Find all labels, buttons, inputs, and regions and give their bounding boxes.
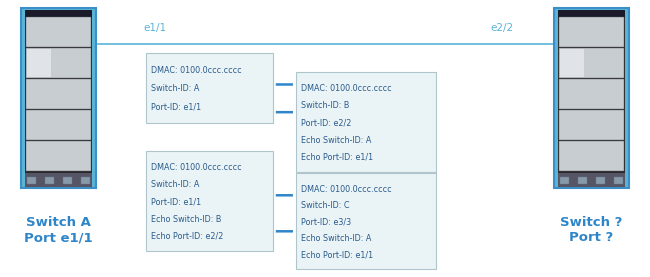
FancyBboxPatch shape <box>26 17 91 47</box>
Text: Switch A
Port e1/1: Switch A Port e1/1 <box>24 216 93 244</box>
Text: Echo Switch-ID: A: Echo Switch-ID: A <box>301 234 371 243</box>
FancyBboxPatch shape <box>26 142 91 171</box>
FancyBboxPatch shape <box>559 17 624 47</box>
Text: DMAC: 0100.0ccc.cccc: DMAC: 0100.0ccc.cccc <box>151 66 242 75</box>
FancyBboxPatch shape <box>559 110 624 140</box>
FancyBboxPatch shape <box>45 177 54 184</box>
FancyBboxPatch shape <box>296 72 436 172</box>
Text: DMAC: 0100.0ccc.cccc: DMAC: 0100.0ccc.cccc <box>301 84 391 93</box>
FancyBboxPatch shape <box>559 48 624 78</box>
Text: Port-ID: e1/1: Port-ID: e1/1 <box>151 103 202 112</box>
FancyBboxPatch shape <box>560 49 584 77</box>
Text: Echo Switch-ID: A: Echo Switch-ID: A <box>301 136 371 145</box>
FancyBboxPatch shape <box>27 49 51 77</box>
Text: Switch ?
Port ?: Switch ? Port ? <box>560 216 623 244</box>
Text: Switch-ID: A: Switch-ID: A <box>151 84 200 93</box>
FancyBboxPatch shape <box>63 177 72 184</box>
FancyBboxPatch shape <box>558 10 625 17</box>
FancyBboxPatch shape <box>554 8 629 188</box>
FancyBboxPatch shape <box>560 177 569 184</box>
Text: e2/2: e2/2 <box>490 23 514 33</box>
Text: Switch-ID: B: Switch-ID: B <box>301 101 349 110</box>
Text: Port-ID: e3/3: Port-ID: e3/3 <box>301 218 351 227</box>
FancyBboxPatch shape <box>25 173 92 187</box>
FancyBboxPatch shape <box>25 10 92 17</box>
FancyBboxPatch shape <box>614 177 623 184</box>
Text: Echo Port-ID: e1/1: Echo Port-ID: e1/1 <box>301 153 373 162</box>
FancyBboxPatch shape <box>25 10 92 187</box>
FancyBboxPatch shape <box>27 177 36 184</box>
FancyBboxPatch shape <box>559 142 624 171</box>
FancyBboxPatch shape <box>26 79 91 109</box>
Text: Echo Port-ID: e2/2: Echo Port-ID: e2/2 <box>151 232 224 241</box>
FancyBboxPatch shape <box>146 151 273 251</box>
Text: DMAC: 0100.0ccc.cccc: DMAC: 0100.0ccc.cccc <box>151 163 242 172</box>
FancyBboxPatch shape <box>559 79 624 109</box>
FancyBboxPatch shape <box>26 110 91 140</box>
FancyBboxPatch shape <box>26 48 91 78</box>
FancyBboxPatch shape <box>558 10 625 187</box>
Text: e1/1: e1/1 <box>143 23 166 33</box>
FancyBboxPatch shape <box>558 173 625 187</box>
Text: Port-ID: e1/1: Port-ID: e1/1 <box>151 198 202 206</box>
Text: Echo Switch-ID: B: Echo Switch-ID: B <box>151 215 222 224</box>
FancyBboxPatch shape <box>578 177 587 184</box>
FancyBboxPatch shape <box>596 177 605 184</box>
Text: Port-ID: e2/2: Port-ID: e2/2 <box>301 119 351 127</box>
FancyBboxPatch shape <box>81 177 90 184</box>
Text: Switch-ID: C: Switch-ID: C <box>301 201 350 210</box>
FancyBboxPatch shape <box>21 8 96 188</box>
Text: DMAC: 0100.0ccc.cccc: DMAC: 0100.0ccc.cccc <box>301 185 391 194</box>
FancyBboxPatch shape <box>146 53 273 123</box>
Text: Echo Port-ID: e1/1: Echo Port-ID: e1/1 <box>301 251 373 260</box>
Text: Switch-ID: A: Switch-ID: A <box>151 180 200 189</box>
FancyBboxPatch shape <box>296 173 436 269</box>
